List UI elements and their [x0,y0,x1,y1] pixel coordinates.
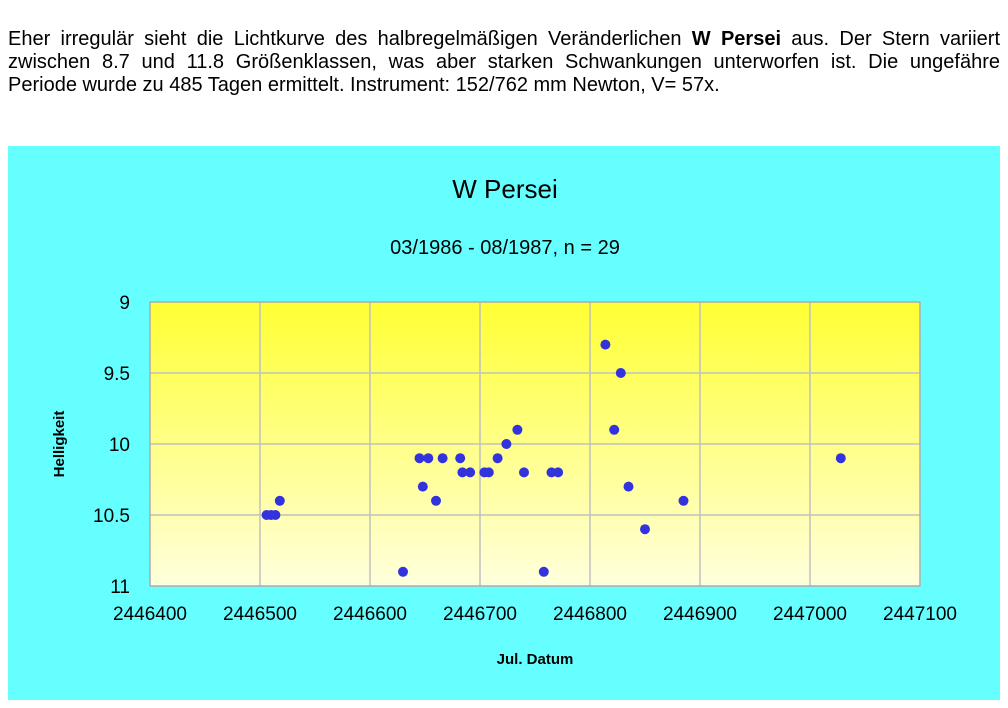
intro-paragraph: Eher irregulär sieht die Lichtkurve des … [8,28,1000,97]
y-axis-label: Helligkeit [51,411,68,478]
data-point [553,467,564,478]
x-tick-label: 2446600 [333,604,407,625]
data-point [274,495,285,506]
data-point [678,495,689,506]
data-point [465,467,476,478]
data-point [640,524,650,535]
data-point [512,424,523,435]
data-point [623,481,634,492]
chart-title: W Persei [452,174,557,204]
data-point [615,368,626,378]
x-tick-label: 2447100 [883,604,957,625]
data-points [261,339,846,577]
data-point [492,453,503,464]
x-tick-label: 2446700 [443,604,517,625]
data-point [457,467,468,478]
data-point [609,424,620,435]
data-point [270,510,281,520]
star-name: W Persei [691,28,781,50]
tick-labels: 2446400 2446500 2446600 2446700 2446800 24469… [93,293,957,625]
y-tick-label: 10.5 [93,506,130,527]
grid-lines [149,301,921,587]
y-tick-label: 10 [109,435,130,456]
data-point [483,467,494,478]
data-point [600,339,611,350]
x-tick-label: 2447000 [773,604,847,625]
data-point [501,439,512,449]
data-point [437,453,448,464]
x-tick-label: 2446400 [113,604,187,625]
data-point [519,467,529,478]
data-point [835,453,846,464]
x-tick-label: 2446800 [553,604,627,625]
data-point [417,481,428,492]
chart-subtitle: 03/1986 - 08/1987, n = 29 [390,237,620,259]
data-point [455,453,466,464]
x-tick-label: 2446500 [223,604,297,625]
y-tick-label: 9 [119,293,130,314]
y-tick-label: 11 [110,577,130,598]
data-point [431,495,441,506]
data-point [423,453,434,464]
light-curve-chart: W Persei 03/1986 - 08/1987, n = 29 24464… [51,174,957,668]
data-point [538,566,549,577]
x-tick-label: 2446900 [663,604,737,625]
intro-text-before: Eher irregulär sieht die Lichtkurve des … [8,28,692,50]
data-point [414,453,425,464]
intro-text-after: aus. Der Stern variiert zwischen 8.7 und… [8,28,1000,96]
chart-panel: W Persei 03/1986 - 08/1987, n = 29 24464… [8,146,1000,700]
data-point [398,566,408,577]
y-tick-label: 9.5 [104,364,130,385]
plot-frame [149,301,921,587]
x-axis-label: Jul. Datum [497,651,574,668]
